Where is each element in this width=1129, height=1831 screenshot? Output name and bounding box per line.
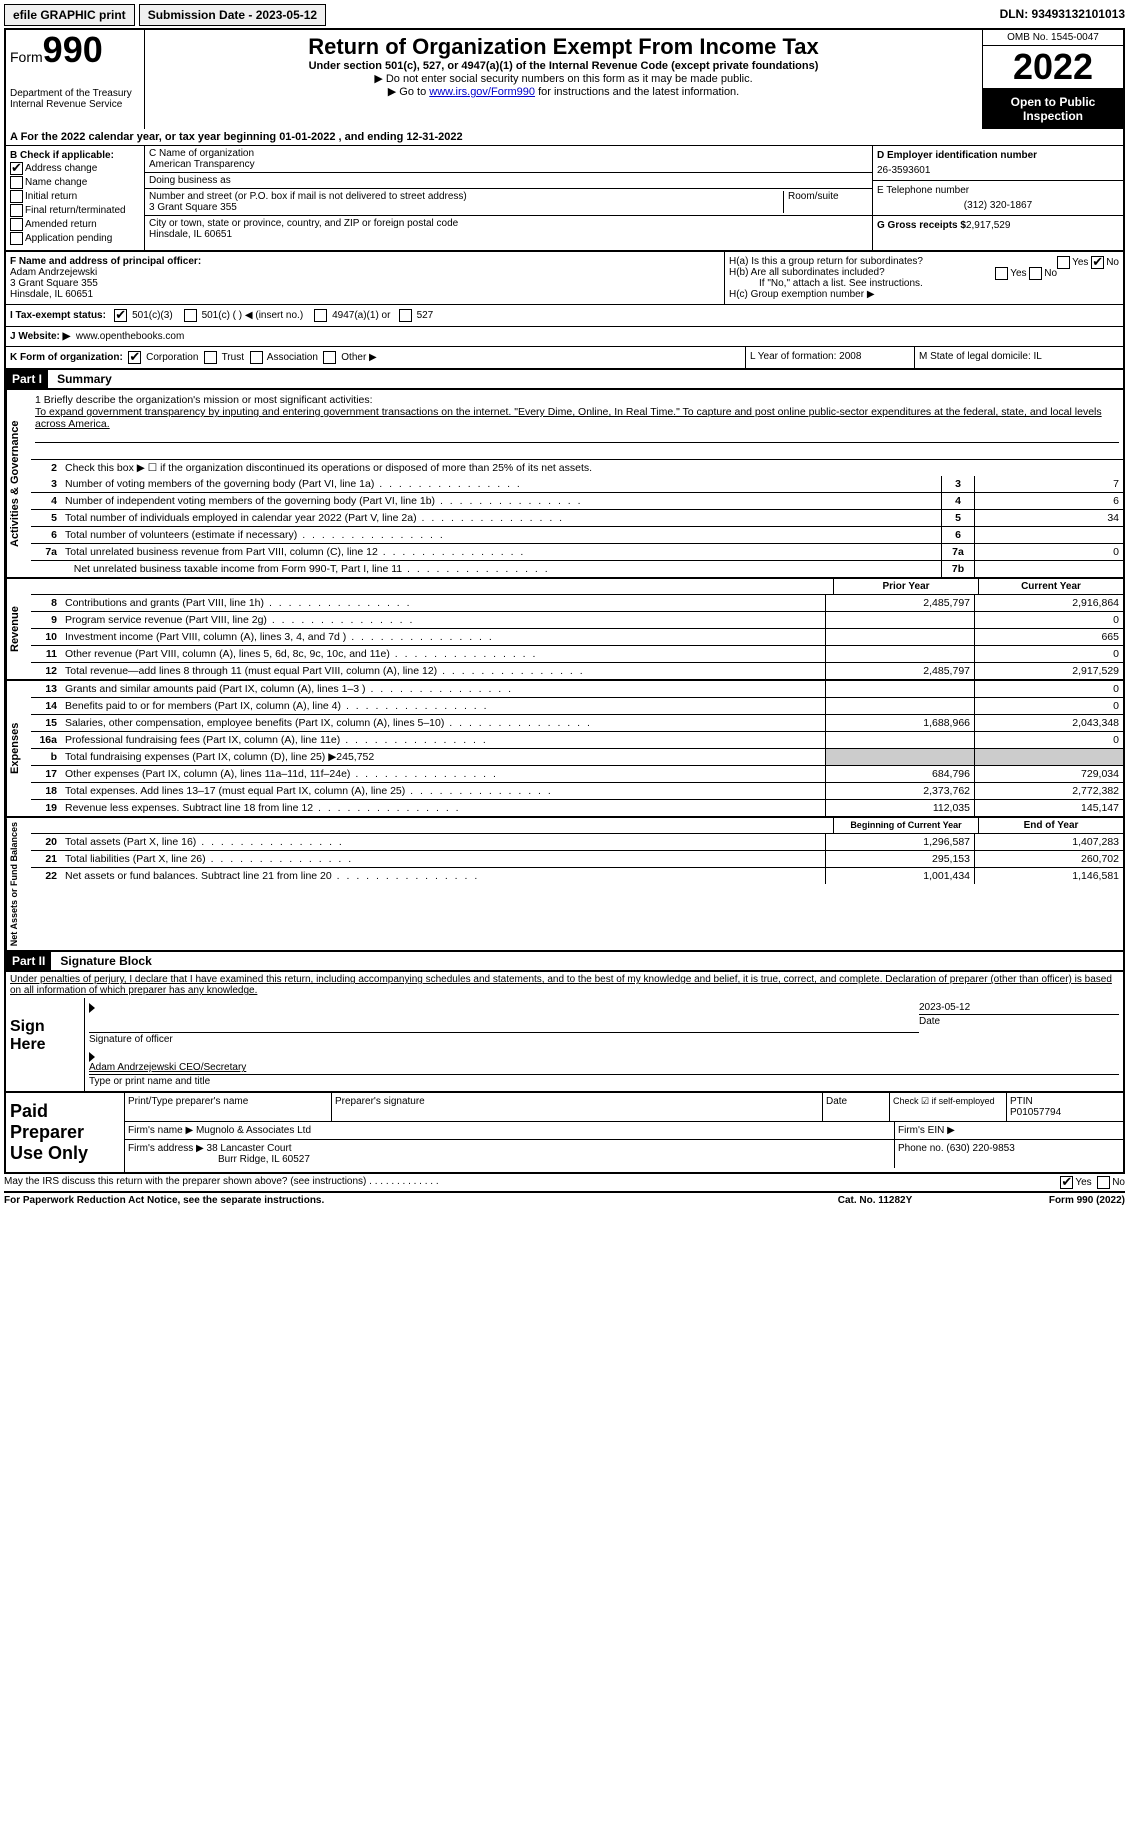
line-17: 17 Other expenses (Part IX, column (A), …: [31, 766, 1123, 783]
part-1-label: Part I: [6, 370, 48, 388]
goto-instructions: Go to www.irs.gov/Form990 for instructio…: [149, 85, 978, 98]
gross-receipts-cell: G Gross receipts $2,917,529: [873, 216, 1123, 235]
line-9: 9 Program service revenue (Part VIII, li…: [31, 612, 1123, 629]
address-change-checkbox[interactable]: Address change: [10, 162, 140, 175]
net-assets-section: Net Assets or Fund Balances Beginning of…: [4, 818, 1125, 952]
city-cell: City or town, state or province, country…: [145, 216, 872, 242]
open-public-inspection: Open to Public Inspection: [983, 89, 1123, 129]
line-11: 11 Other revenue (Part VIII, column (A),…: [31, 646, 1123, 663]
dln-label: DLN: 93493132101013: [1000, 4, 1125, 26]
part-1-header-row: Part I Summary: [4, 370, 1125, 390]
street-cell: Number and street (or P.O. box if mail i…: [145, 189, 872, 216]
527-checkbox[interactable]: [399, 309, 412, 322]
line-16b: b Total fundraising expenses (Part IX, c…: [31, 749, 1123, 766]
fgh-block: F Name and address of principal officer:…: [4, 252, 1125, 370]
org-name-cell: C Name of organization American Transpar…: [145, 146, 872, 173]
line-16a: 16a Professional fundraising fees (Part …: [31, 732, 1123, 749]
part-2-title: Signature Block: [54, 952, 157, 970]
dba-cell: Doing business as: [145, 173, 872, 189]
form-number: Form990: [10, 34, 140, 66]
line-10: 10 Investment income (Part VIII, column …: [31, 629, 1123, 646]
other-org-checkbox[interactable]: [323, 351, 336, 364]
line-22: 22 Net assets or fund balances. Subtract…: [31, 868, 1123, 884]
section-a-year: A For the 2022 calendar year, or tax yea…: [4, 129, 1125, 145]
part-2-label: Part II: [6, 952, 51, 970]
line-14: 14 Benefits paid to or for members (Part…: [31, 698, 1123, 715]
line-6: 6 Total number of volunteers (estimate i…: [31, 527, 1123, 544]
line-3: 3 Number of voting members of the govern…: [31, 476, 1123, 493]
dept-treasury: Department of the Treasury Internal Reve…: [10, 88, 140, 110]
trust-checkbox[interactable]: [204, 351, 217, 364]
line-7a: 7a Total unrelated business revenue from…: [31, 544, 1123, 561]
form-header: Form990 Department of the Treasury Inter…: [4, 28, 1125, 129]
line-5: 5 Total number of individuals employed i…: [31, 510, 1123, 527]
sign-here-block: Sign Here Signature of officer 2023-05-1…: [4, 998, 1125, 1093]
initial-return-checkbox[interactable]: Initial return: [10, 190, 140, 203]
efile-print-button[interactable]: efile GRAPHIC print: [4, 4, 135, 26]
omb-number: OMB No. 1545-0047: [983, 30, 1123, 46]
association-checkbox[interactable]: [250, 351, 263, 364]
line-8: 8 Contributions and grants (Part VIII, l…: [31, 595, 1123, 612]
4947-checkbox[interactable]: [314, 309, 327, 322]
group-return: H(a) Is this a group return for subordin…: [725, 252, 1123, 304]
corporation-checkbox[interactable]: [128, 351, 141, 364]
line-15: 15 Salaries, other compensation, employe…: [31, 715, 1123, 732]
discuss-no-checkbox[interactable]: [1097, 1176, 1110, 1189]
telephone-cell: E Telephone number (312) 320-1867: [873, 181, 1123, 216]
part-2-header-row: Part II Signature Block: [4, 952, 1125, 972]
line-20: 20 Total assets (Part X, line 16) 1,296,…: [31, 834, 1123, 851]
mission-block: 1 Briefly describe the organization's mi…: [31, 390, 1123, 460]
line-18: 18 Total expenses. Add lines 13–17 (must…: [31, 783, 1123, 800]
501c-other-checkbox[interactable]: [184, 309, 197, 322]
line-21: 21 Total liabilities (Part X, line 26) 2…: [31, 851, 1123, 868]
line-19: 19 Revenue less expenses. Subtract line …: [31, 800, 1123, 816]
discuss-yes-checkbox[interactable]: [1060, 1176, 1073, 1189]
principal-officer: F Name and address of principal officer:…: [6, 252, 725, 304]
activities-governance-section: Activities & Governance 1 Briefly descri…: [4, 390, 1125, 579]
footer-last-row: For Paperwork Reduction Act Notice, see …: [4, 1193, 1125, 1208]
revenue-section: Revenue Prior Year Current Year 8 Contri…: [4, 579, 1125, 681]
line-12: 12 Total revenue—add lines 8 through 11 …: [31, 663, 1123, 679]
irs-link[interactable]: www.irs.gov/Form990: [429, 86, 535, 98]
line-7b: Net unrelated business taxable income fr…: [31, 561, 1123, 577]
signature-arrow-icon: [89, 1003, 95, 1013]
part-1-title: Summary: [51, 370, 118, 388]
website-row: J Website: ▶ www.openthebooks.com: [6, 327, 1123, 347]
name-arrow-icon: [89, 1052, 95, 1062]
entity-info-grid: B Check if applicable: Address change Na…: [4, 145, 1125, 252]
expenses-section: Expenses 13 Grants and similar amounts p…: [4, 681, 1125, 818]
paid-preparer-block: Paid Preparer Use Only Print/Type prepar…: [4, 1093, 1125, 1174]
form-subtitle: Under section 501(c), 527, or 4947(a)(1)…: [149, 60, 978, 72]
discuss-preparer-row: May the IRS discuss this return with the…: [4, 1174, 1125, 1193]
penalties-declaration: Under penalties of perjury, I declare th…: [4, 972, 1125, 998]
tax-exempt-status: I Tax-exempt status: 501(c)(3) 501(c) ( …: [6, 305, 1123, 327]
line-13: 13 Grants and similar amounts paid (Part…: [31, 681, 1123, 698]
name-change-checkbox[interactable]: Name change: [10, 176, 140, 189]
col-b-checkboxes: B Check if applicable: Address change Na…: [6, 146, 145, 250]
top-bar: efile GRAPHIC print Submission Date - 20…: [4, 4, 1125, 26]
ein-cell: D Employer identification number 26-3593…: [873, 146, 1123, 181]
form-title: Return of Organization Exempt From Incom…: [149, 34, 978, 60]
amended-return-checkbox[interactable]: Amended return: [10, 218, 140, 231]
ssn-warning: Do not enter social security numbers on …: [149, 72, 978, 85]
line-4: 4 Number of independent voting members o…: [31, 493, 1123, 510]
tax-year: 2022: [983, 46, 1123, 89]
form-org-row: K Form of organization: Corporation Trus…: [6, 347, 1123, 368]
final-return-checkbox[interactable]: Final return/terminated: [10, 204, 140, 217]
application-pending-checkbox[interactable]: Application pending: [10, 232, 140, 245]
submission-date-button[interactable]: Submission Date - 2023-05-12: [139, 4, 326, 26]
501c3-checkbox[interactable]: [114, 309, 127, 322]
